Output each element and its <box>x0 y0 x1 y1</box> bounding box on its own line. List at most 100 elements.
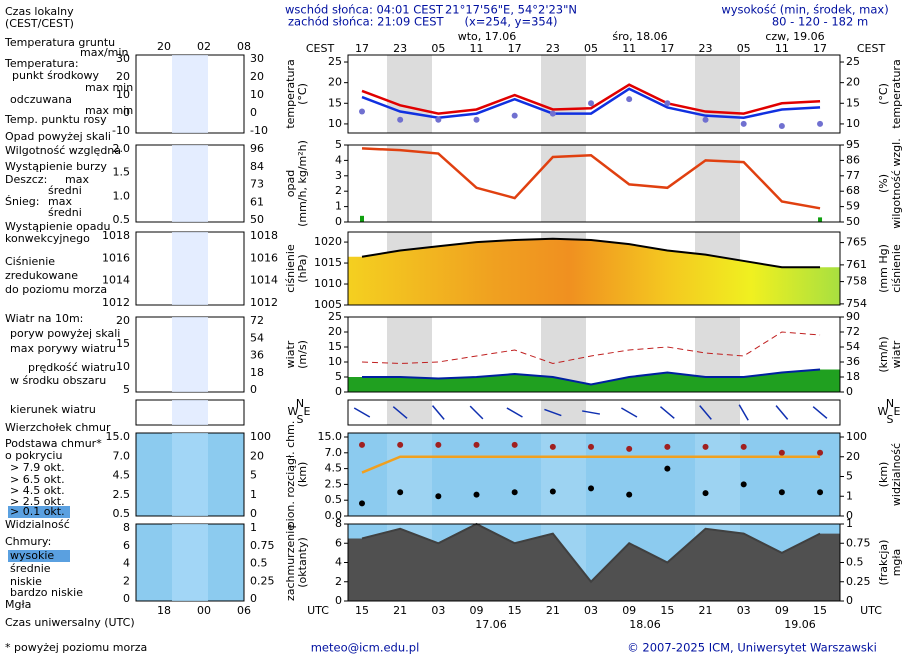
dot <box>740 481 747 488</box>
mini-tick-label: 1 <box>250 488 257 501</box>
utc-hour: 15 <box>660 604 674 617</box>
dot <box>397 441 404 448</box>
legend-text: odczuwana <box>10 93 72 106</box>
utc-hour: 21 <box>546 604 560 617</box>
compass: N <box>296 397 304 410</box>
legend-text: do poziomu morza <box>5 283 107 296</box>
tick-label: 20 <box>328 325 342 338</box>
mini-hour: 20 <box>157 40 171 53</box>
tick-label: 0.5 <box>325 493 343 506</box>
dot <box>359 441 365 448</box>
legend-text: kierunek wiatru <box>10 403 96 416</box>
mini-night <box>172 400 208 425</box>
mini-tick-label: 0.5 <box>113 507 131 520</box>
tick-label: 0.75 <box>846 536 871 549</box>
mini-tick-label: 1.5 <box>113 166 131 179</box>
y-label: (oktanty) <box>296 537 309 588</box>
wind-arrow <box>621 407 638 418</box>
copyright: © 2007-2025 ICM, Uniwersytet Warszawski <box>627 641 877 655</box>
dot <box>397 489 404 496</box>
tick-label: 20 <box>328 76 342 89</box>
legend-text: Wierzchołek chmur <box>5 421 111 434</box>
tick-label: 15 <box>328 96 342 109</box>
y-label: wiatr <box>284 340 297 368</box>
tick-label: 20 <box>846 76 860 89</box>
dot <box>549 488 556 495</box>
dot <box>435 116 442 123</box>
tick-label: 54 <box>846 340 860 353</box>
tick-label: 4.5 <box>325 462 343 475</box>
tick-label: 15.0 <box>318 430 343 443</box>
dot <box>473 441 480 448</box>
wind-arrow <box>582 410 601 415</box>
mini-tick-label: 0.5 <box>113 213 131 226</box>
legend-text: > 7.9 okt. <box>10 461 65 474</box>
tick-label: 100 <box>846 430 867 443</box>
utc-hour: 03 <box>737 604 751 617</box>
y2-label: (°C) <box>877 83 890 105</box>
tick-label: 25 <box>328 310 342 323</box>
mini-tick-label: 6 <box>123 539 130 552</box>
dot <box>740 120 747 127</box>
mini-tick-label: 1018 <box>102 229 130 242</box>
tick-label: 1005 <box>314 298 342 311</box>
legend-text: Wystąpienie burzy <box>5 160 107 173</box>
mini-tick-label: 7.0 <box>113 449 131 462</box>
legend-text: > 4.5 okt. <box>10 484 65 497</box>
grid-point: (x=254, y=354) <box>464 15 557 29</box>
dot <box>511 489 518 496</box>
legend-text: wysokie <box>10 549 54 562</box>
tick-label: 0.0 <box>325 509 343 522</box>
tick-label: 15 <box>846 96 860 109</box>
dot <box>664 465 671 472</box>
mini-tick-label: 30 <box>116 52 130 65</box>
y-label: (km) <box>296 462 309 488</box>
mini-tick-label: 1 <box>250 521 257 534</box>
panel-frame <box>347 432 841 517</box>
y-label: pion. rozciągł. chm. <box>284 421 297 529</box>
utc-hour: 03 <box>431 604 445 617</box>
y2-label: ciśnienie <box>890 244 903 293</box>
mini-tick-label: 0.25 <box>250 574 275 587</box>
panel-frame <box>347 231 841 306</box>
local-name: CEST <box>857 42 886 55</box>
mini-tick-label: 1016 <box>102 251 130 264</box>
height-values: 80 - 120 - 182 m <box>772 15 868 29</box>
legend-text: Podstawa chmur* <box>5 437 102 450</box>
legend-text: Wiatr na 10m: <box>5 312 83 325</box>
tick-label: 15 <box>328 340 342 353</box>
dot <box>626 445 633 452</box>
tick-label: 3 <box>335 169 342 182</box>
tick-label: 0.5 <box>846 556 864 569</box>
dot <box>588 443 595 450</box>
mini-tick-label: 96 <box>250 142 264 155</box>
utc-hour: 21 <box>699 604 713 617</box>
mini-tick-label: 0 <box>123 106 130 119</box>
mini-tick-label: 1018 <box>250 229 278 242</box>
series-line <box>361 237 821 269</box>
panel-frame <box>347 316 841 393</box>
legend-text: bardzo niskie <box>10 586 83 599</box>
series-line <box>361 147 821 210</box>
mini-hour: 00 <box>197 604 211 617</box>
day: czw, 19.06 <box>765 30 824 43</box>
night-band <box>695 145 740 222</box>
tick-label: 68 <box>846 184 860 197</box>
y-label: (hPa) <box>296 254 309 282</box>
legend-text: max/min <box>80 46 128 59</box>
mini-tick-label: 18 <box>250 366 264 379</box>
local-hour: 17 <box>355 42 369 55</box>
mini-tick-label: 10 <box>116 360 130 373</box>
night-band <box>541 400 586 425</box>
tick-label: 18 <box>846 370 860 383</box>
local-hour: 05 <box>584 42 598 55</box>
wind-arrow <box>431 405 445 420</box>
legend-text: max <box>65 173 89 186</box>
night-band <box>541 55 586 133</box>
dot <box>397 116 404 123</box>
tick-label: 8 <box>335 517 342 530</box>
utc-hour: 21 <box>393 604 407 617</box>
night-band <box>541 145 586 222</box>
mini-tick-label: 72 <box>250 314 264 327</box>
